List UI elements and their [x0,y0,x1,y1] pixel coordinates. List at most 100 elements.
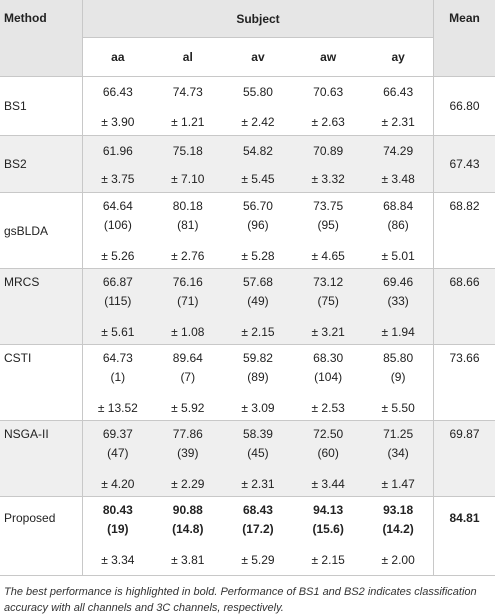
sd-cell: ± 2.29 [153,469,223,497]
value-cell: 58.39(45) [223,421,293,469]
sd-cell: ± 5.01 [363,241,433,269]
count-text: (96) [223,216,293,235]
count-text: (71) [153,292,223,311]
sd-cell: ± 2.63 [293,107,363,136]
sd-cell: ± 2.31 [223,469,293,497]
value-cell: 57.68(49) [223,269,293,317]
value-cell: 70.63 [293,77,363,107]
count-text: (49) [223,292,293,311]
method-cell: BS1 [0,77,83,136]
value-text: 73.12 [293,273,363,292]
value-cell: 56.70(96) [223,193,293,241]
count-text: (106) [83,216,153,235]
mean-cell: 84.81 [434,497,495,575]
count-text: (1) [83,368,153,387]
sd-cell: ± 2.15 [223,317,293,345]
count-text: (9) [363,368,433,387]
table-row: BS2 61.96 75.18 54.82 70.89 74.29 67.43 [0,136,495,164]
count-text: (89) [223,368,293,387]
count-text: (115) [83,292,153,311]
sd-cell: ± 2.00 [363,545,433,575]
sd-cell: ± 2.31 [363,107,433,136]
subject-col-header: al [153,38,223,77]
method-header: Method [0,0,83,77]
value-cell: 69.37(47) [83,421,153,469]
mean-cell: 66.80 [434,77,495,136]
value-cell: 71.25(34) [363,421,433,469]
table-row: MRCS 66.87(115) 76.16(71) 57.68(49) 73.1… [0,269,495,317]
value-text: 64.73 [83,349,153,368]
sd-cell: ± 4.20 [83,469,153,497]
value-text: 73.75 [293,197,363,216]
value-cell: 80.18(81) [153,193,223,241]
sd-cell: ± 1.47 [363,469,433,497]
sd-cell: ± 3.75 [83,164,153,193]
value-cell: 74.73 [153,77,223,107]
count-text: (39) [153,444,223,463]
count-text: (14.8) [153,520,223,539]
sd-cell: ± 3.34 [83,545,153,575]
sd-cell: ± 13.52 [83,393,153,421]
method-cell: MRCS [0,269,83,345]
mean-cell: 68.82 [434,193,495,269]
value-text: 68.30 [293,349,363,368]
table-row: gsBLDA 64.64(106) 80.18(81) 56.70(96) 73… [0,193,495,241]
table-row: Proposed 80.43(19) 90.88(14.8) 68.43(17.… [0,497,495,545]
sd-cell: ± 1.94 [363,317,433,345]
value-cell: 61.96 [83,136,153,164]
method-cell: gsBLDA [0,193,83,269]
sd-cell: ± 5.26 [83,241,153,269]
value-cell: 68.84(86) [363,193,433,241]
value-text: 57.68 [223,273,293,292]
sd-cell: ± 5.29 [223,545,293,575]
count-text: (7) [153,368,223,387]
value-cell: 66.43 [363,77,433,107]
count-text: (75) [293,292,363,311]
mean-cell: 67.43 [434,136,495,193]
count-text: (47) [83,444,153,463]
value-cell: 54.82 [223,136,293,164]
value-cell: 69.46(33) [363,269,433,317]
table-footnote: The best performance is highlighted in b… [0,576,495,616]
value-text: 68.43 [223,501,293,520]
value-cell: 73.12(75) [293,269,363,317]
value-cell: 73.75(95) [293,193,363,241]
header-row-1: Method Subject Mean [0,0,495,38]
sd-cell: ± 2.53 [293,393,363,421]
sd-cell: ± 5.50 [363,393,433,421]
count-text: (34) [363,444,433,463]
value-text: 80.18 [153,197,223,216]
value-cell: 76.16(71) [153,269,223,317]
value-cell: 55.80 [223,77,293,107]
sd-cell: ± 7.10 [153,164,223,193]
count-text: (81) [153,216,223,235]
method-cell: NSGA-II [0,421,83,497]
value-text: 68.84 [363,197,433,216]
subject-col-header: aw [293,38,363,77]
mean-cell: 68.66 [434,269,495,345]
value-cell: 68.30(104) [293,345,363,393]
count-text: (60) [293,444,363,463]
count-text: (15.6) [293,520,363,539]
count-text: (104) [293,368,363,387]
value-cell: 89.64(7) [153,345,223,393]
method-cell: BS2 [0,136,83,193]
count-text: (45) [223,444,293,463]
value-text: 64.64 [83,197,153,216]
table-row: CSTI 64.73(1) 89.64(7) 59.82(89) 68.30(1… [0,345,495,393]
value-text: 71.25 [363,425,433,444]
value-text: 94.13 [293,501,363,520]
sd-cell: ± 5.92 [153,393,223,421]
subject-col-header: aa [83,38,153,77]
method-cell: Proposed [0,497,83,575]
value-text: 59.82 [223,349,293,368]
sd-cell: ± 5.45 [223,164,293,193]
mean-cell: 73.66 [434,345,495,421]
subject-col-header: ay [363,38,433,77]
mean-header: Mean [434,0,495,77]
count-text: (19) [83,520,153,539]
value-text: 77.86 [153,425,223,444]
sd-cell: ± 4.65 [293,241,363,269]
subject-header: Subject [83,0,434,38]
